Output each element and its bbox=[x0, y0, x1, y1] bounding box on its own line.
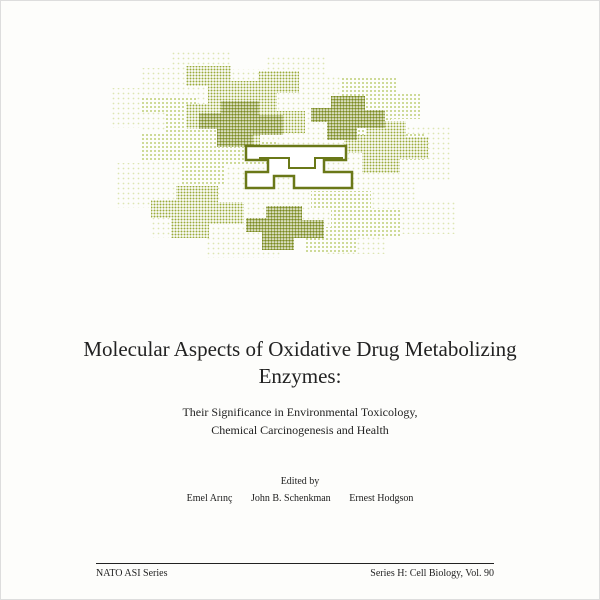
subtitle-line-1: Their Significance in Environmental Toxi… bbox=[182, 405, 417, 419]
editor-2: John B. Schenkman bbox=[251, 493, 331, 504]
editor-3: Ernest Hodgson bbox=[349, 493, 413, 504]
editor-names: Emel Arınç John B. Schenkman Ernest Hodg… bbox=[1, 493, 599, 504]
book-subtitle: Their Significance in Environmental Toxi… bbox=[100, 403, 500, 439]
subtitle-line-2: Chemical Carcinogenesis and Health bbox=[211, 423, 389, 437]
series-volume: Series H: Cell Biology, Vol. 90 bbox=[370, 568, 494, 579]
series-name: NATO ASI Series bbox=[96, 568, 167, 579]
series-footer: NATO ASI Series Series H: Cell Biology, … bbox=[96, 563, 494, 579]
book-title: Molecular Aspects of Oxidative Drug Meta… bbox=[80, 336, 520, 391]
title-block: Molecular Aspects of Oxidative Drug Meta… bbox=[1, 336, 599, 439]
editor-1: Emel Arınç bbox=[187, 493, 233, 504]
editors-block: Edited by Emel Arınç John B. Schenkman E… bbox=[1, 476, 599, 504]
edited-by-label: Edited by bbox=[1, 476, 599, 487]
book-cover: Molecular Aspects of Oxidative Drug Meta… bbox=[0, 0, 600, 600]
cover-graphic bbox=[81, 41, 501, 271]
